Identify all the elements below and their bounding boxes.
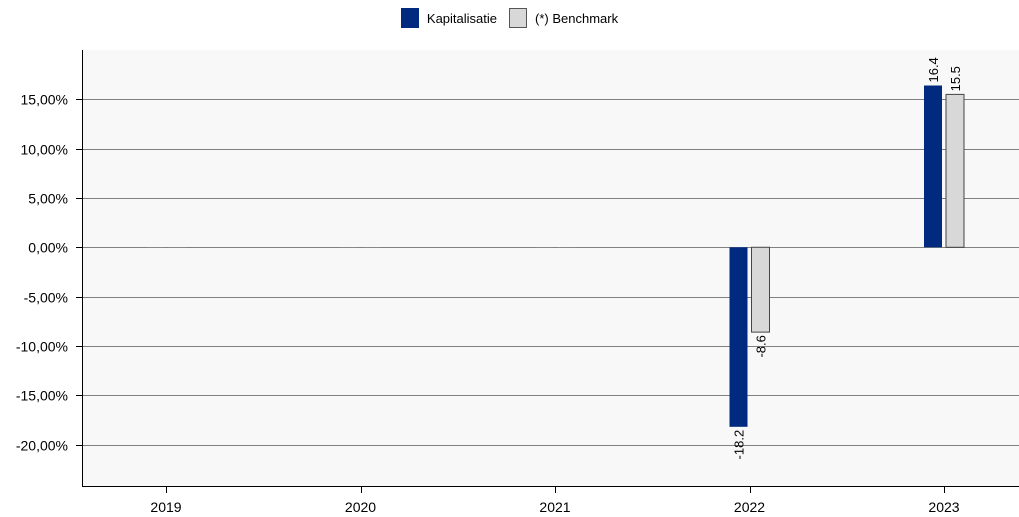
x-tick-label: 2022 xyxy=(734,499,765,515)
legend-swatch-benchmark xyxy=(509,8,528,28)
legend-label-kapitalisatie: Kapitalisatie xyxy=(426,10,498,26)
y-tick-label: -15,00% xyxy=(16,388,68,404)
y-tick-label: -10,00% xyxy=(16,339,68,355)
x-tick-label: 2023 xyxy=(928,499,959,515)
x-tick-label: 2021 xyxy=(539,499,570,515)
legend-item-benchmark: (*) Benchmark xyxy=(509,8,618,28)
legend-item-kapitalisatie: Kapitalisatie xyxy=(400,8,498,28)
data-label: -8.6 xyxy=(754,335,769,357)
data-label: 16.4 xyxy=(926,57,941,82)
plot-area xyxy=(82,50,1019,486)
legend-swatch-kapitalisatie xyxy=(400,8,419,28)
data-label: 15.5 xyxy=(948,66,963,91)
y-tick-label: 0,00% xyxy=(28,240,68,256)
y-tick-label: 5,00% xyxy=(28,191,68,207)
y-tick-label: -5,00% xyxy=(24,290,68,306)
data-label: -18.2 xyxy=(732,430,747,460)
x-tick-label: 2020 xyxy=(345,499,376,515)
chart-legend: Kapitalisatie (*) Benchmark xyxy=(0,8,1019,28)
bar-kapitalisatie xyxy=(729,247,748,427)
y-tick-label: -20,00% xyxy=(16,438,68,454)
y-tick-label: 10,00% xyxy=(21,142,68,158)
bar-benchmark xyxy=(751,246,770,333)
x-tick-label: 2019 xyxy=(150,499,181,515)
legend-label-benchmark: (*) Benchmark xyxy=(535,10,619,26)
y-tick-label: 15,00% xyxy=(21,92,68,108)
bar-kapitalisatie xyxy=(924,85,942,248)
bar-benchmark xyxy=(945,93,965,248)
